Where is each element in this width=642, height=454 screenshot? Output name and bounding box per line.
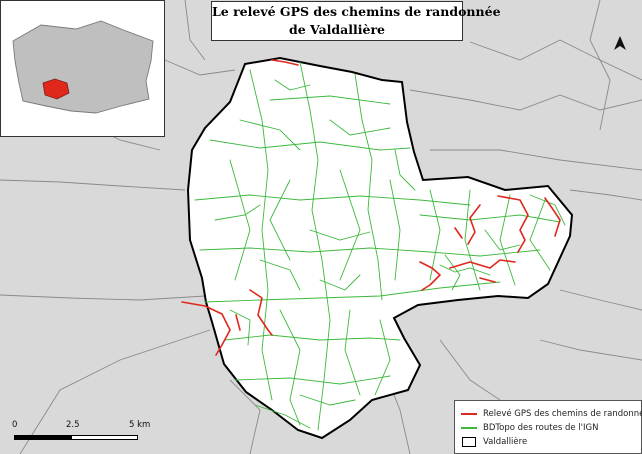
commune-symbol <box>461 437 477 447</box>
scale-segment-2 <box>71 435 138 440</box>
scale-tick-0: 0 <box>12 420 18 430</box>
title-line-2: de Valdallière <box>288 22 386 37</box>
scale-bar: 0 2.5 5 km <box>12 420 151 442</box>
legend-item-gps: Relevé GPS des chemins de randonnés <box>461 408 642 420</box>
legend-label-gps: Relevé GPS des chemins de randonnés <box>483 409 642 419</box>
legend-item-commune: Valdallière <box>461 436 527 448</box>
legend: Relevé GPS des chemins de randonnés BDTo… <box>454 400 642 454</box>
department-outline <box>12 20 154 114</box>
legend-label-roads: BDTopo des routes de l'IGN <box>483 423 599 433</box>
scale-tick-1: 2.5 <box>66 420 80 430</box>
legend-label-commune: Valdallière <box>483 437 528 447</box>
scale-tick-2: 5 km <box>129 420 151 430</box>
locator-map <box>12 20 154 114</box>
valdalliere-highlight <box>42 78 70 100</box>
valdalliere-boundary <box>186 56 574 440</box>
scale-segment-1 <box>14 435 72 440</box>
gps-track-symbol <box>461 409 477 419</box>
gps-tracks <box>181 59 561 356</box>
road-network <box>194 61 566 431</box>
legend-item-roads: BDTopo des routes de l'IGN <box>461 422 598 434</box>
road-symbol <box>461 423 477 433</box>
title-line-1: Le relevé GPS des chemins de randonnée <box>212 4 501 19</box>
north-arrow-icon <box>614 36 626 50</box>
map-title: Le relevé GPS des chemins de randonnée d… <box>211 1 501 41</box>
locator-inset-map <box>0 0 165 137</box>
